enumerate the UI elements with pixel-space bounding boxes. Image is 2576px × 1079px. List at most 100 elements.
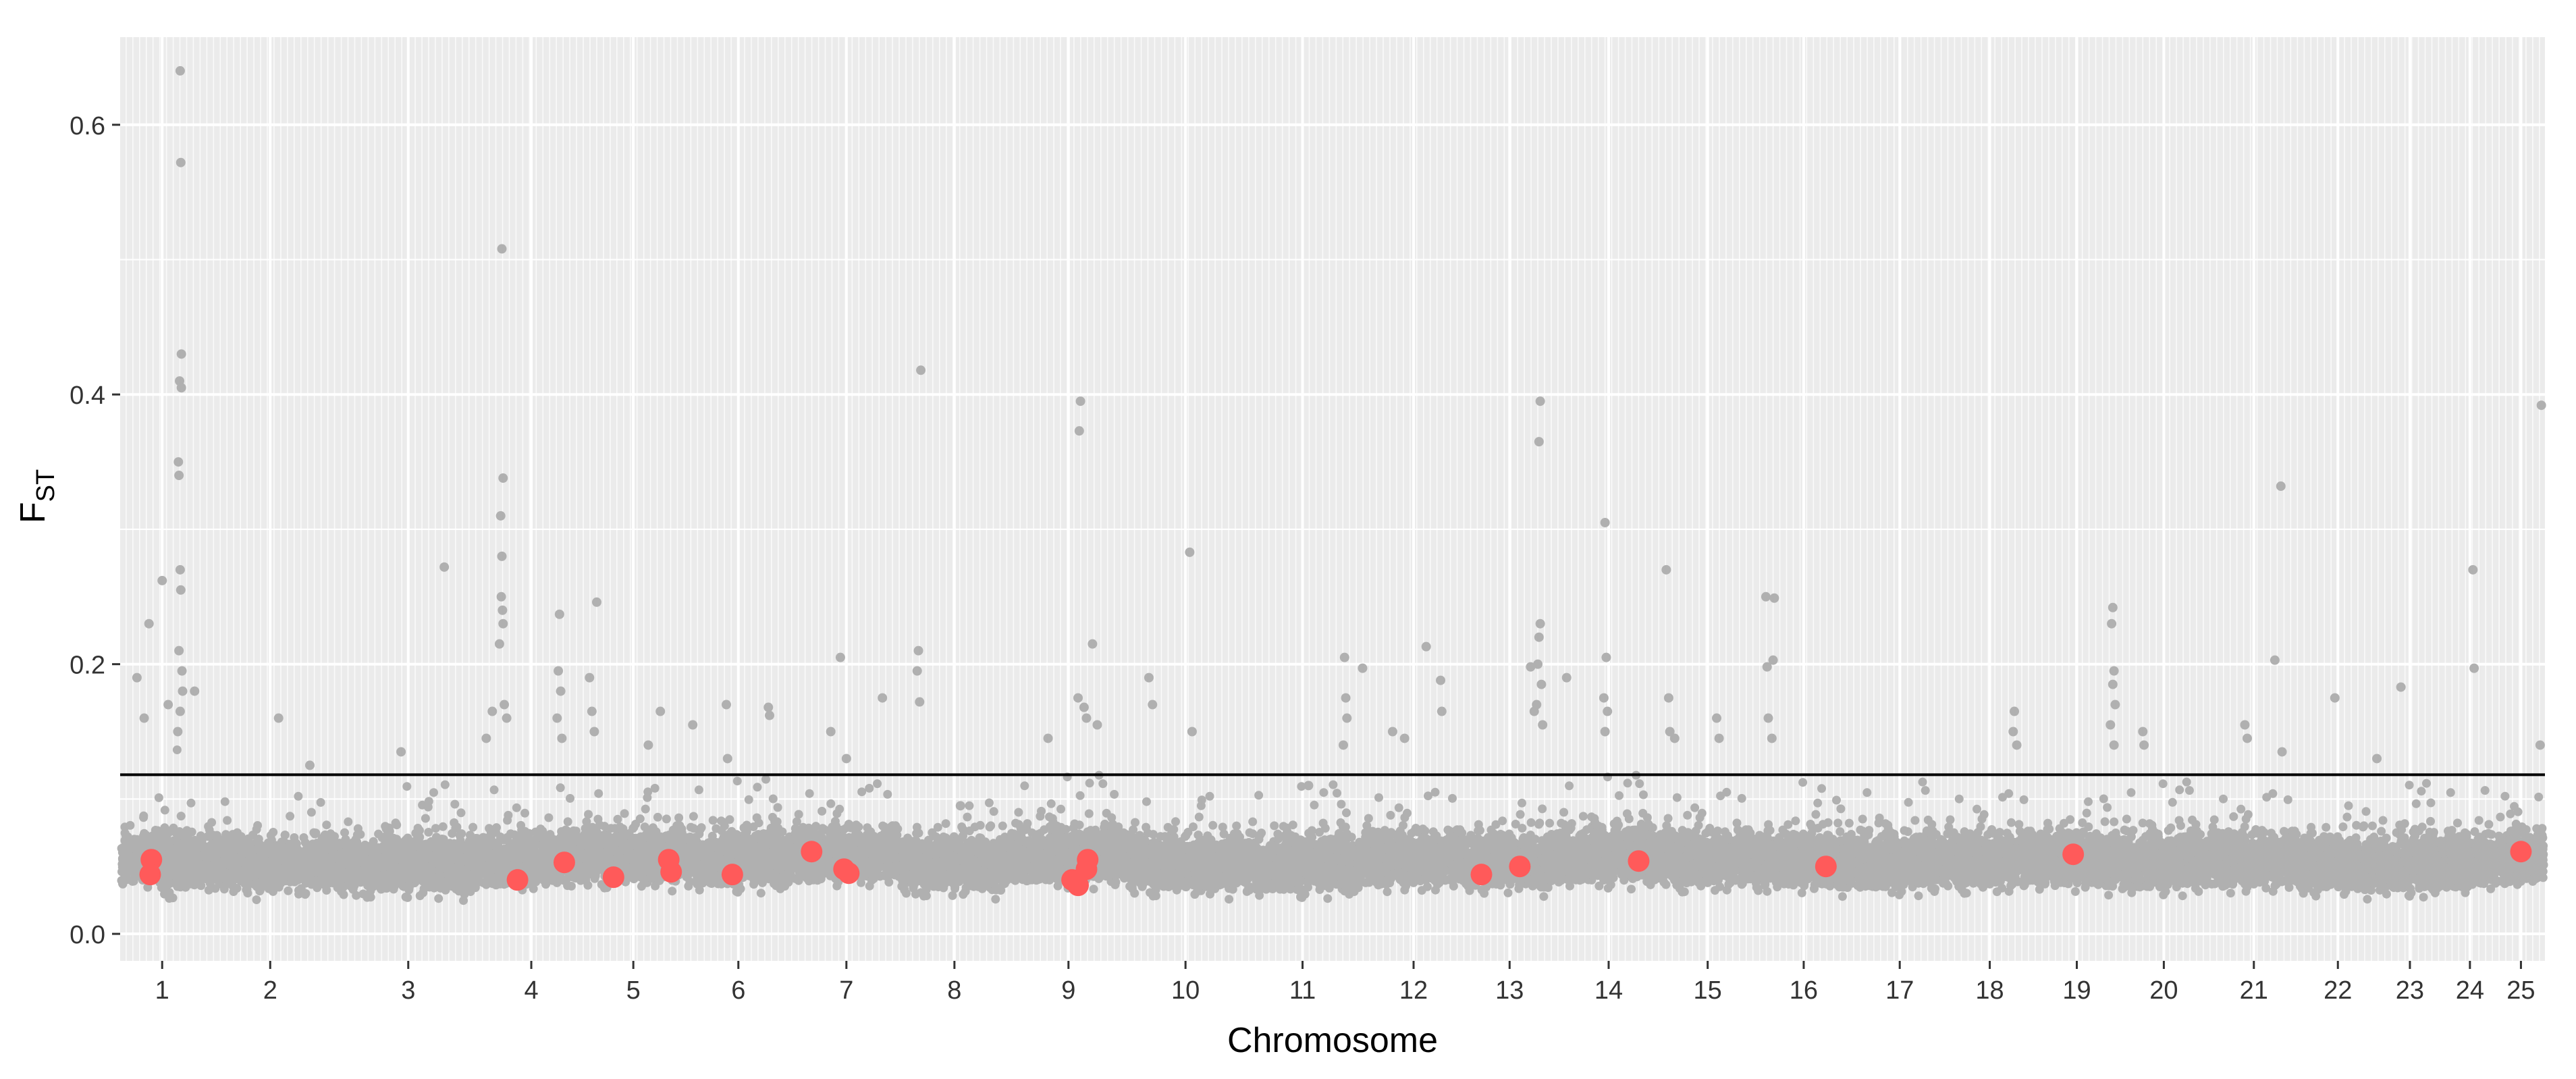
snp-point <box>460 878 470 887</box>
snp-point <box>520 808 529 818</box>
snp-point <box>173 831 183 841</box>
snp-point <box>266 831 275 840</box>
snp-point <box>124 841 134 850</box>
snp-point <box>322 820 331 830</box>
snp-point <box>431 880 441 890</box>
snp-point <box>284 847 292 856</box>
snp-point <box>251 879 261 888</box>
major-gridlines <box>120 37 2545 961</box>
snp-point <box>119 874 129 883</box>
snp-point <box>396 875 406 885</box>
snp-point <box>295 866 304 876</box>
snp-point <box>209 853 218 863</box>
snp-point <box>516 841 526 849</box>
snp-point <box>436 835 446 844</box>
snp-point <box>394 845 404 855</box>
snp-point <box>290 874 300 883</box>
snp-point <box>194 859 203 868</box>
background-points <box>117 745 2548 905</box>
snp-point <box>205 825 214 835</box>
snp-point <box>384 823 394 833</box>
snp-point <box>306 808 316 817</box>
snp-point <box>336 868 344 877</box>
snp-point <box>336 876 346 885</box>
snp-point <box>448 880 458 889</box>
snp-point <box>346 882 356 891</box>
snp-point <box>362 866 371 876</box>
snp-point <box>541 851 550 860</box>
snp-point <box>236 832 246 841</box>
snp-point <box>286 812 295 821</box>
minor-gridlines <box>120 37 2545 961</box>
snp-point <box>120 828 130 838</box>
snp-point <box>402 782 412 791</box>
snp-point <box>177 881 186 891</box>
snp-point <box>220 797 230 806</box>
snp-point <box>442 866 452 875</box>
snp-point <box>349 870 358 879</box>
snp-point <box>315 860 324 869</box>
snp-point <box>538 826 547 836</box>
snp-point <box>392 820 402 830</box>
snp-point <box>503 836 512 845</box>
snp-point <box>350 853 360 862</box>
snp-point <box>468 878 478 887</box>
snp-point <box>510 851 520 861</box>
snp-point <box>230 839 238 848</box>
snp-point <box>154 793 163 802</box>
snp-point <box>128 876 137 886</box>
snp-point <box>440 780 450 789</box>
snp-point <box>407 867 417 876</box>
snp-point <box>252 895 261 904</box>
snp-point <box>212 831 221 840</box>
snp-point <box>164 849 173 858</box>
snp-point <box>344 817 353 826</box>
snp-point <box>351 835 360 844</box>
snp-point <box>563 817 572 826</box>
snp-point <box>182 835 192 845</box>
snp-point <box>336 849 345 858</box>
snp-point <box>435 866 444 875</box>
snp-point <box>512 803 521 812</box>
snp-point <box>266 858 275 867</box>
snp-point <box>448 828 457 838</box>
snp-point <box>316 797 325 807</box>
snp-point <box>556 783 565 793</box>
snp-point <box>340 828 349 837</box>
snp-point <box>456 808 466 818</box>
snp-point <box>319 878 328 888</box>
snp-point <box>421 814 430 823</box>
snp-point <box>423 862 432 872</box>
snp-point <box>544 813 554 822</box>
snp-point <box>126 820 135 830</box>
snp-point <box>284 886 293 895</box>
snp-point <box>169 870 179 880</box>
snp-point <box>130 858 139 867</box>
snp-point <box>450 799 460 809</box>
snp-point <box>466 855 475 864</box>
snp-point <box>280 831 290 840</box>
snp-point <box>276 853 286 863</box>
snp-point <box>223 816 232 825</box>
snp-point <box>176 812 186 821</box>
snp-point <box>454 856 462 866</box>
snp-point <box>494 837 504 846</box>
snp-point <box>418 800 427 810</box>
snp-point <box>164 879 173 889</box>
snp-point <box>294 791 303 801</box>
snp-point <box>504 810 513 820</box>
snp-point <box>236 868 246 877</box>
snp-point <box>594 789 603 798</box>
snp-point <box>561 825 570 835</box>
snp-point <box>161 840 170 849</box>
snp-point <box>481 847 491 857</box>
snp-point <box>479 839 489 848</box>
snp-point <box>207 864 217 873</box>
snp-point <box>584 810 593 819</box>
snp-point <box>335 840 344 849</box>
snp-point <box>248 831 258 840</box>
snp-point <box>516 820 526 830</box>
snp-point <box>411 828 421 838</box>
snp-point <box>403 893 412 902</box>
snp-point <box>130 835 139 844</box>
